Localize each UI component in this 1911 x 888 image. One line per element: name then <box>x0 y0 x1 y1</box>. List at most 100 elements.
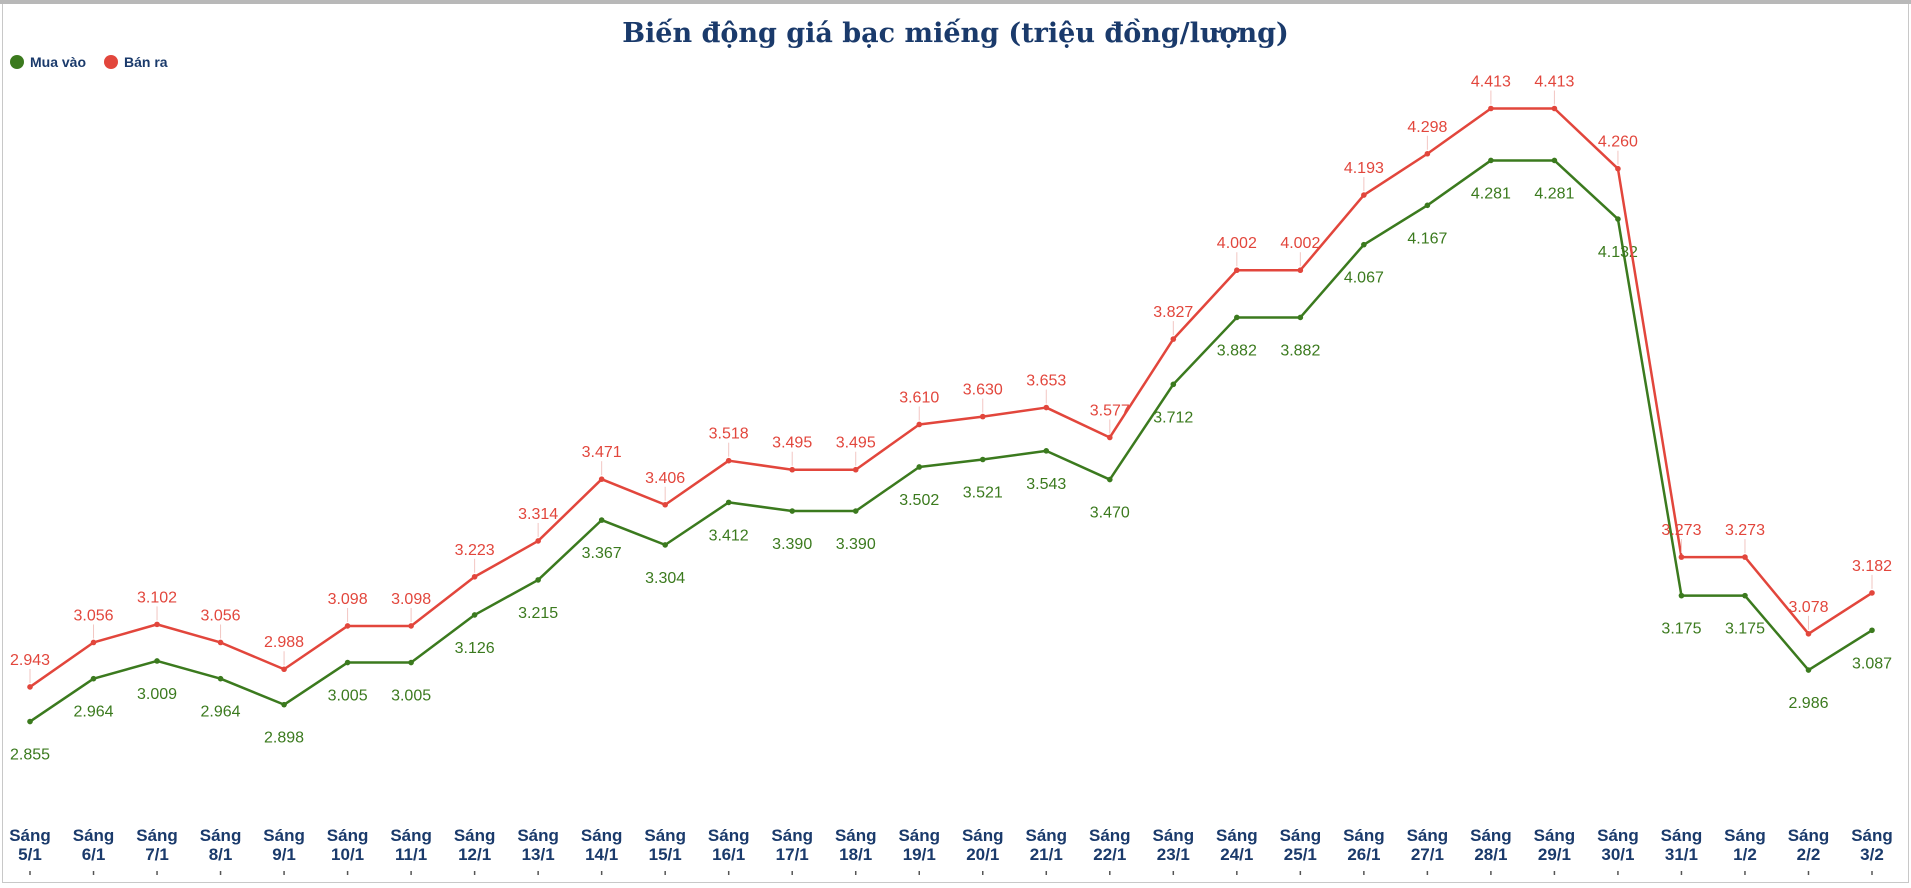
data-point <box>1424 150 1431 157</box>
data-point <box>1170 336 1177 342</box>
data-label: 2.964 <box>201 704 241 721</box>
data-point <box>979 456 986 463</box>
x-tick-label: Sáng 16/1 <box>708 826 750 864</box>
data-point <box>598 476 605 482</box>
data-point <box>789 508 796 514</box>
data-label: 4.281 <box>1471 185 1511 202</box>
data-label: 4.067 <box>1344 270 1384 287</box>
legend-marker-buy <box>10 55 24 69</box>
data-point <box>1678 592 1685 599</box>
data-point <box>1678 554 1685 560</box>
data-point <box>217 675 224 682</box>
data-label: 3.223 <box>455 542 495 559</box>
x-tick-label: Sáng 14/1 <box>581 826 623 864</box>
data-point <box>1297 267 1304 274</box>
x-tick-label: Sáng 25/1 <box>1280 826 1322 864</box>
data-label: 3.543 <box>1026 476 1066 493</box>
data-label: 3.610 <box>899 389 939 406</box>
data-label: 3.098 <box>391 591 431 608</box>
data-point <box>1488 105 1494 112</box>
data-point <box>471 573 478 580</box>
data-label: 2.964 <box>73 704 113 721</box>
data-point <box>1742 592 1748 599</box>
x-tick-label: Sáng 10/1 <box>327 826 369 864</box>
data-label: 3.577 <box>1090 402 1130 419</box>
data-label: 3.056 <box>73 607 113 624</box>
data-point <box>408 659 414 666</box>
x-tick-label: Sáng 1/2 <box>1724 826 1766 864</box>
data-label: 3.518 <box>709 426 749 443</box>
data-point <box>979 413 986 420</box>
data-point <box>154 621 160 628</box>
data-point <box>1805 631 1812 637</box>
data-point <box>1615 216 1621 222</box>
data-point <box>1170 381 1177 388</box>
data-label: 2.943 <box>10 652 50 669</box>
x-tick-label: Sáng 30/1 <box>1597 826 1639 864</box>
data-label: 3.827 <box>1153 304 1193 321</box>
data-label: 3.087 <box>1852 655 1892 672</box>
x-tick-label: Sáng 18/1 <box>835 826 877 864</box>
data-point <box>852 508 859 514</box>
data-label: 3.653 <box>1026 373 1066 390</box>
data-label: 4.002 <box>1217 235 1257 252</box>
data-label: 4.413 <box>1534 74 1574 91</box>
data-label: 3.630 <box>963 382 1003 399</box>
data-label: 4.260 <box>1598 134 1638 151</box>
x-tick-label: Sáng 11/1 <box>390 826 432 864</box>
data-label: 3.126 <box>455 640 495 657</box>
data-label: 3.882 <box>1280 342 1320 359</box>
data-point <box>154 658 160 664</box>
data-point <box>1805 667 1812 673</box>
data-point <box>725 499 732 506</box>
x-tick-label: Sáng 6/1 <box>73 826 115 864</box>
data-point <box>535 577 541 583</box>
x-tick-label: Sáng 5/1 <box>9 826 51 864</box>
data-label: 4.167 <box>1407 230 1447 247</box>
data-label: 3.102 <box>137 589 177 606</box>
x-tick-label: Sáng 29/1 <box>1534 826 1576 864</box>
data-label: 3.215 <box>518 605 558 622</box>
data-label: 3.314 <box>518 506 558 523</box>
data-point <box>535 538 541 544</box>
data-label: 3.098 <box>328 591 368 608</box>
x-tick-label: Sáng 12/1 <box>454 826 496 864</box>
data-label: 4.413 <box>1471 74 1511 91</box>
x-tick-label: Sáng 20/1 <box>962 826 1004 864</box>
data-point <box>408 623 414 629</box>
data-label: 3.175 <box>1725 621 1765 638</box>
data-label: 3.009 <box>137 686 177 703</box>
data-point <box>1361 241 1367 248</box>
x-tick-label: Sáng 15/1 <box>644 826 686 864</box>
data-point <box>916 421 923 428</box>
x-tick-label: Sáng 26/1 <box>1343 826 1385 864</box>
data-point <box>852 466 859 473</box>
data-label: 2.986 <box>1788 695 1828 712</box>
data-point <box>1424 202 1431 209</box>
series-line-sell <box>29 107 1873 688</box>
x-tick-label: Sáng 23/1 <box>1153 826 1195 864</box>
data-point <box>1234 267 1240 274</box>
data-point <box>1869 590 1875 596</box>
data-label: 3.304 <box>645 570 685 587</box>
data-point <box>916 464 923 470</box>
data-label: 3.502 <box>899 492 939 509</box>
data-label: 4.132 <box>1598 244 1638 261</box>
data-point <box>598 517 605 523</box>
x-tick-label: Sáng 24/1 <box>1216 826 1258 864</box>
data-label: 2.988 <box>264 634 304 651</box>
data-point <box>1106 434 1113 441</box>
data-point <box>662 542 668 548</box>
data-point <box>789 466 796 473</box>
x-tick-label: Sáng 7/1 <box>136 826 178 864</box>
series-line-buy <box>29 159 1873 723</box>
legend-item-sell[interactable]: Bán ra <box>104 54 168 70</box>
legend-item-buy[interactable]: Mua vào <box>10 54 86 70</box>
x-tick-label: Sáng 8/1 <box>200 826 242 864</box>
x-tick-label: Sáng 2/2 <box>1788 826 1830 864</box>
x-tick-label: Sáng 31/1 <box>1661 826 1703 864</box>
data-point <box>1043 404 1050 411</box>
data-point <box>1234 314 1240 321</box>
data-label: 4.002 <box>1280 235 1320 252</box>
